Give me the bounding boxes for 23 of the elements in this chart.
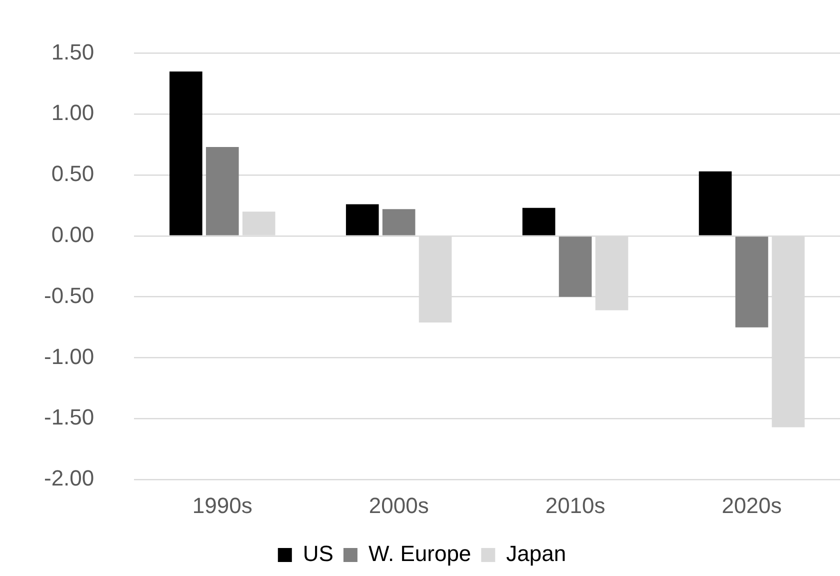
bar — [698, 171, 732, 236]
bar — [169, 71, 202, 236]
y-tick-label: -1.00 — [44, 344, 94, 369]
legend-label: US — [302, 541, 334, 566]
bar — [206, 147, 239, 236]
legend-label: Japan — [506, 541, 566, 566]
y-tick-label: 1.50 — [51, 39, 94, 64]
y-tick-label: 0.50 — [51, 161, 94, 186]
y-tick-label: -1.50 — [44, 404, 94, 430]
y-tick-label: 0.00 — [51, 222, 94, 248]
y-tick-label: -2.00 — [44, 466, 94, 491]
bar — [558, 236, 592, 297]
y-tick-label: 1.00 — [51, 100, 94, 126]
y-tick-label: -0.50 — [44, 282, 94, 308]
bar — [382, 209, 416, 236]
bar — [346, 204, 379, 236]
bar — [522, 208, 556, 236]
legend-label: W. Europe — [368, 541, 472, 566]
x-tick-label: 2020s — [722, 492, 782, 518]
x-tick-label: 2010s — [545, 492, 606, 518]
bar — [735, 236, 768, 328]
x-tick-label: 2000s — [368, 492, 429, 518]
x-tick-label: 1990s — [192, 492, 252, 518]
